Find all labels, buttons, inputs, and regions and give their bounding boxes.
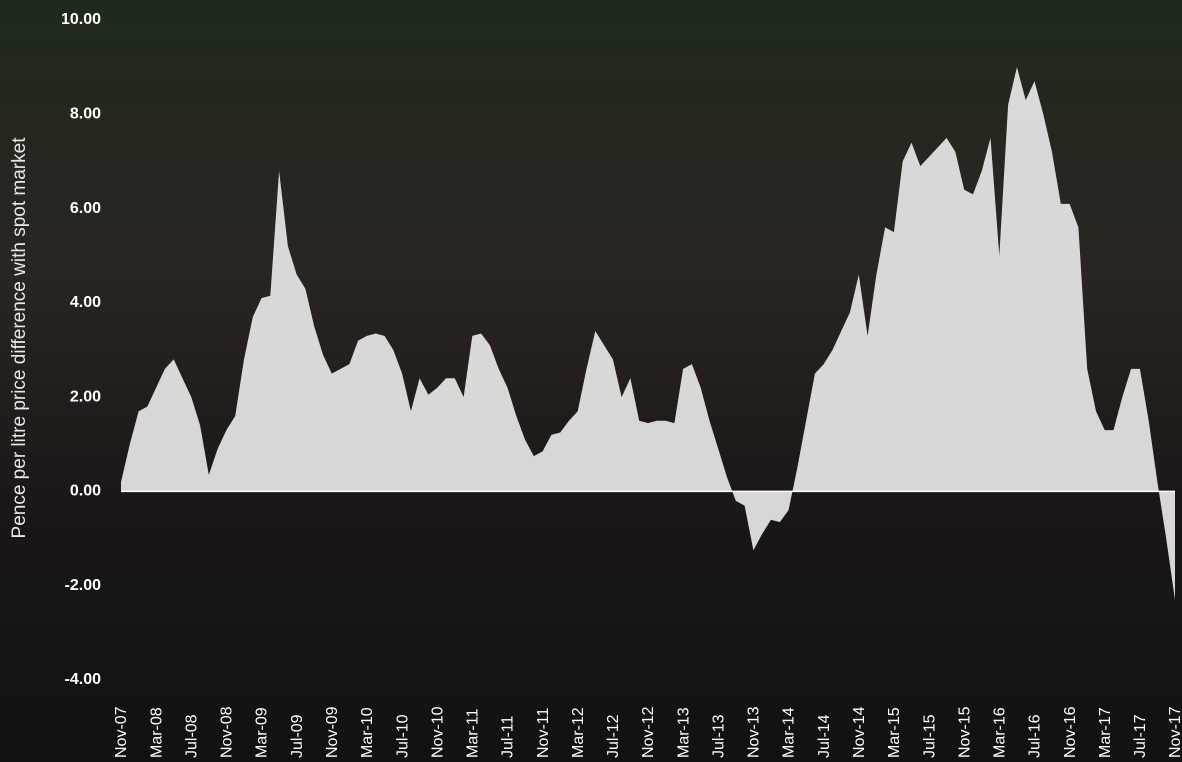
y-axis-label: Pence per litre price difference with sp… [9,137,30,539]
x-tick-label: Nov-15 [956,706,973,758]
x-tick-label: Jul-15 [921,714,938,758]
x-tick-label: Nov-17 [1167,706,1182,758]
x-tick-label: Nov-08 [219,706,236,758]
x-tick-label: Jul-09 [289,714,306,758]
x-tick-label: Nov-09 [324,706,341,758]
y-tick-label: 6.00 [70,200,101,217]
x-tick-label: Mar-09 [254,707,271,758]
y-tick-label: 4.00 [70,294,101,311]
x-tick-label: Mar-14 [781,707,798,758]
x-tick-label: Mar-17 [1097,707,1114,758]
y-tick-label: 0.00 [70,483,101,500]
y-tick-label: -4.00 [65,671,102,688]
x-tick-label: Mar-13 [675,707,692,758]
x-tick-label: Mar-12 [570,707,587,758]
x-tick-label: Jul-08 [184,714,201,758]
x-tick-label: Jul-17 [1132,714,1149,758]
x-tick-label: Jul-12 [605,714,622,758]
x-tick-label: Mar-08 [148,707,165,758]
x-tick-label: Mar-16 [992,707,1009,758]
x-tick-label: Nov-12 [640,706,657,758]
x-tick-label: Nov-16 [1062,706,1079,758]
y-tick-label: 10.00 [61,11,101,28]
x-tick-label: Mar-11 [465,708,482,758]
x-tick-label: Jul-11 [500,716,517,758]
x-tick-label: Mar-15 [886,707,903,758]
y-tick-label: 2.00 [70,388,101,405]
x-tick-label: Mar-10 [359,707,376,758]
x-tick-label: Nov-14 [851,706,868,758]
x-tick-label: Jul-14 [816,714,833,758]
x-tick-label: Jul-10 [394,714,411,758]
x-tick-label: Nov-07 [113,706,130,758]
x-tick-label: Nov-11 [535,708,552,758]
x-tick-label: Jul-16 [1027,714,1044,758]
y-tick-label: 8.00 [70,106,101,123]
area [121,67,1175,600]
x-tick-label: Nov-13 [746,706,763,758]
x-tick-label: Jul-13 [711,714,728,758]
y-tick-label: -2.00 [65,577,102,594]
x-tick-label: Nov-10 [429,706,446,758]
